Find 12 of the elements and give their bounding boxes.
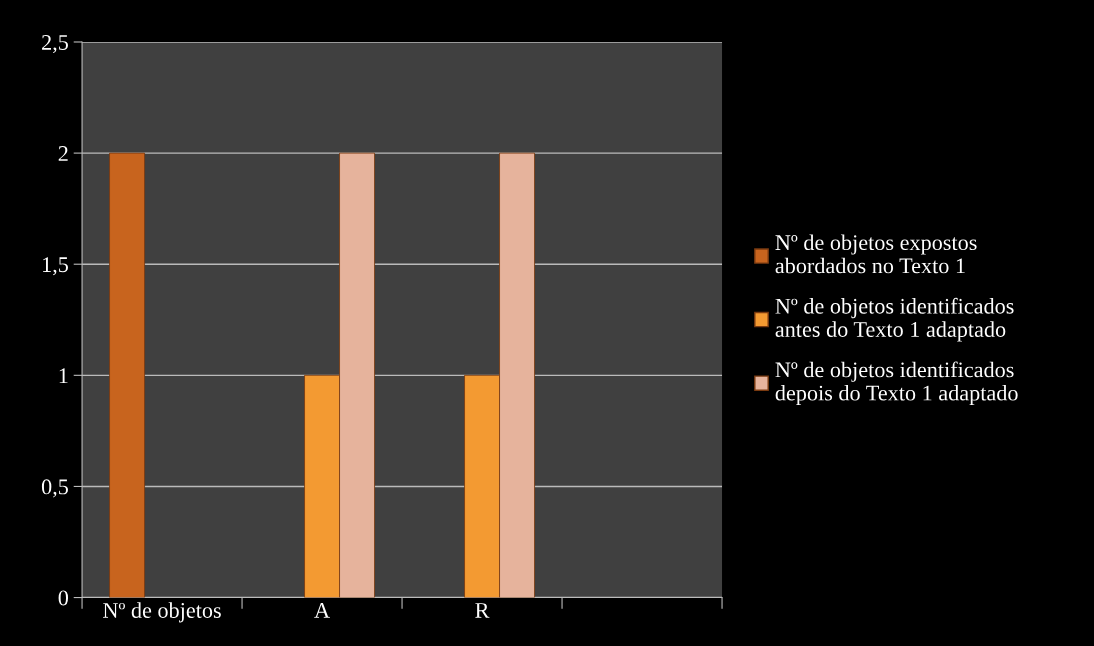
y-tick-label: 1 <box>59 368 68 384</box>
y-tick-label: 1,5 <box>43 257 68 276</box>
x-tick-label: Nº de objetos <box>103 602 221 623</box>
y-tick-label: 0,5 <box>41 479 68 498</box>
x-tick-label: R <box>475 603 490 618</box>
x-tick-label: A <box>314 603 330 618</box>
legend-label: Nº de objetos expostos abordados no Texto 1 <box>775 234 977 274</box>
y-tick-label: 2 <box>58 146 68 161</box>
y-tick-label: 0 <box>58 590 69 606</box>
legend-label: Nº de objetos identificados antes do Texto 1 adaptado <box>775 297 1014 342</box>
legend-label: Nº de objetos identificados depois do Texto 1 adaptado <box>775 361 1018 406</box>
y-tick-label: 2,5 <box>42 34 68 54</box>
